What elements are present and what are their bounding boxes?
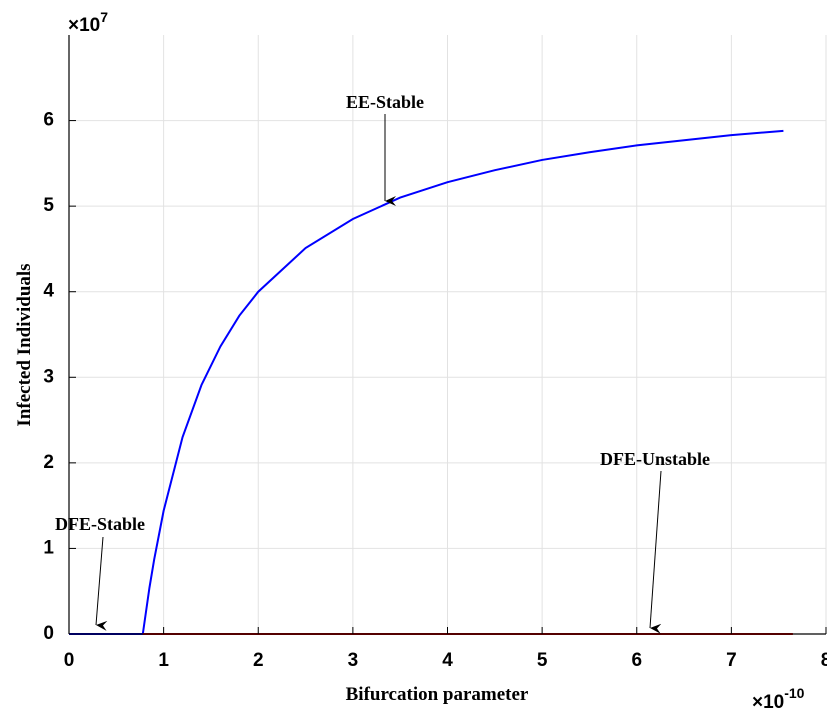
x-scale: ×10-10 <box>752 685 805 713</box>
annotation: DFE-Stable <box>55 514 145 534</box>
y-tick-label: 6 <box>43 110 54 131</box>
y-tick-label: 2 <box>43 452 54 473</box>
x-tick-label: 7 <box>726 650 737 671</box>
y-scale-exponent: 7 <box>100 9 108 25</box>
y-scale: ×107 <box>68 9 108 36</box>
x-axis-label: Bifurcation parameter <box>346 684 529 705</box>
annotation-arrow <box>95 536 108 631</box>
x-tick-label: 2 <box>253 650 264 671</box>
x-tick-label: 1 <box>158 650 169 671</box>
y-tick-label: 3 <box>43 366 54 387</box>
x-tick-label: 0 <box>64 650 75 671</box>
y-tick-label: 4 <box>43 281 54 302</box>
y-tick-label: 5 <box>43 195 54 216</box>
x-tick-label: 6 <box>631 650 642 671</box>
x-tick-label: 8 <box>821 650 827 671</box>
x-tick-label: 4 <box>442 650 453 671</box>
y-tick-label: 0 <box>43 623 54 644</box>
x-tick-label: 5 <box>537 650 548 671</box>
x-scale-base: ×10 <box>752 692 784 713</box>
data-line <box>69 129 784 635</box>
y-scale-base: ×10 <box>68 15 100 36</box>
x-scale-exponent: -10 <box>784 685 804 701</box>
y-axis-label: Infected Individuals <box>14 263 35 426</box>
y-tick-label: 1 <box>43 537 54 558</box>
annotation: DFE-Unstable <box>600 449 710 469</box>
x-tick-label: 3 <box>348 650 359 671</box>
annotation: EE-Stable <box>346 92 424 112</box>
annotation-arrow <box>649 470 662 634</box>
